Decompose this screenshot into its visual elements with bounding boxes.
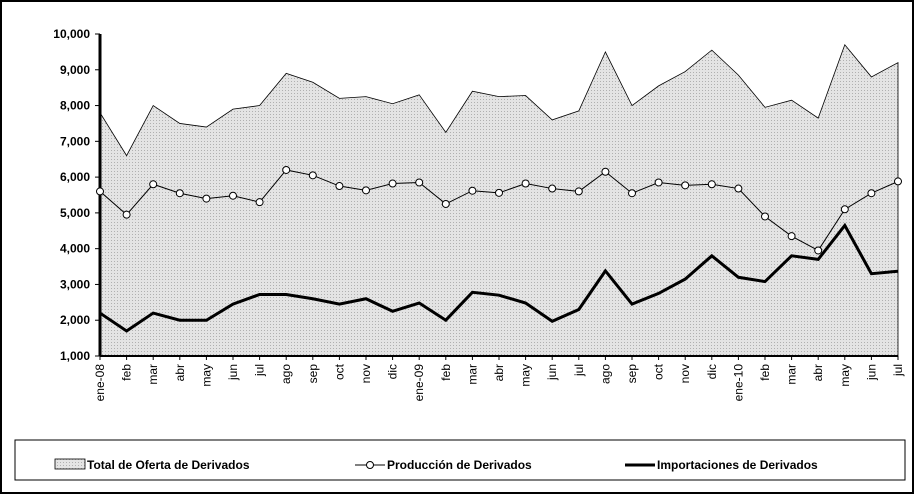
legend-marker bbox=[366, 461, 374, 469]
x-tick-label: dic bbox=[386, 364, 400, 379]
x-tick-label: may bbox=[838, 364, 852, 387]
marker bbox=[468, 186, 477, 195]
x-tick-label: mar bbox=[146, 364, 160, 385]
marker bbox=[734, 184, 743, 193]
x-tick-label: jun bbox=[545, 364, 559, 381]
x-tick-label: feb bbox=[120, 364, 134, 381]
marker bbox=[362, 186, 370, 195]
marker bbox=[840, 205, 849, 214]
marker bbox=[202, 194, 211, 203]
marker bbox=[814, 246, 823, 255]
marker bbox=[574, 187, 583, 196]
y-tick-label: 4,000 bbox=[60, 242, 90, 256]
marker bbox=[335, 182, 344, 191]
x-tick-label: sep bbox=[306, 364, 320, 384]
y-tick-label: 5,000 bbox=[60, 206, 90, 220]
legend-swatch bbox=[54, 458, 86, 470]
marker bbox=[175, 189, 184, 198]
x-tick-label: mar bbox=[785, 364, 799, 385]
legend-label: Producción de Derivados bbox=[387, 458, 532, 472]
marker bbox=[441, 199, 450, 208]
y-tick-label: 9,000 bbox=[60, 63, 90, 77]
legend-label: Total de Oferta de Derivados bbox=[87, 458, 250, 472]
x-tick-label: mar bbox=[465, 364, 479, 385]
marker bbox=[495, 188, 503, 197]
marker bbox=[867, 189, 876, 198]
marker bbox=[149, 180, 158, 189]
x-tick-label: may bbox=[199, 364, 213, 387]
marker bbox=[122, 210, 131, 219]
area bbox=[99, 43, 899, 357]
marker bbox=[282, 165, 291, 174]
y-tick-label: 6,000 bbox=[60, 170, 90, 184]
x-tick-label: feb bbox=[439, 364, 453, 381]
y-tick-label: 3,000 bbox=[60, 277, 90, 291]
marker bbox=[681, 181, 690, 190]
marker bbox=[255, 198, 264, 207]
marker bbox=[388, 179, 397, 188]
marker bbox=[894, 177, 902, 186]
legend-label: Importaciones de Derivados bbox=[657, 458, 818, 472]
x-tick-label: oct bbox=[652, 363, 666, 380]
x-tick-label: jul bbox=[891, 364, 905, 377]
x-tick-label: sep bbox=[625, 364, 639, 384]
y-tick-label: 10,000 bbox=[53, 27, 90, 41]
x-tick-label: may bbox=[519, 364, 533, 387]
marker bbox=[654, 178, 663, 187]
x-tick-label: jun bbox=[864, 364, 878, 381]
y-tick-label: 1,000 bbox=[60, 349, 90, 363]
x-tick-label: ene-08 bbox=[93, 364, 107, 402]
marker bbox=[548, 184, 557, 193]
x-tick-label: abr bbox=[173, 364, 187, 381]
x-tick-label: jun bbox=[226, 364, 240, 381]
marker bbox=[308, 171, 317, 180]
x-tick-label: feb bbox=[758, 364, 772, 381]
y-tick-label: 8,000 bbox=[60, 99, 90, 113]
x-tick-label: oct bbox=[332, 363, 346, 380]
marker bbox=[229, 191, 237, 200]
x-tick-label: dic bbox=[705, 364, 719, 379]
marker bbox=[628, 189, 636, 198]
marker bbox=[521, 179, 530, 188]
x-tick-label: ago bbox=[598, 364, 612, 384]
x-tick-label: nov bbox=[678, 364, 692, 383]
marker bbox=[787, 232, 796, 241]
marker bbox=[96, 187, 104, 196]
x-tick-label: jul bbox=[572, 364, 586, 377]
x-tick-label: abr bbox=[811, 364, 825, 381]
y-tick-label: 2,000 bbox=[60, 313, 90, 327]
y-tick-label: 7,000 bbox=[60, 134, 90, 148]
x-tick-label: jul bbox=[253, 364, 267, 377]
marker bbox=[415, 178, 424, 187]
x-tick-label: abr bbox=[492, 364, 506, 381]
marker bbox=[601, 167, 610, 176]
line bbox=[99, 222, 899, 333]
marker bbox=[707, 180, 716, 189]
x-tick-label: ene-09 bbox=[412, 364, 426, 402]
marker bbox=[761, 212, 769, 221]
legend-box bbox=[14, 439, 906, 481]
x-tick-label: nov bbox=[359, 364, 373, 383]
x-tick-label: ago bbox=[279, 364, 293, 384]
x-tick-label: ene-10 bbox=[731, 364, 745, 402]
